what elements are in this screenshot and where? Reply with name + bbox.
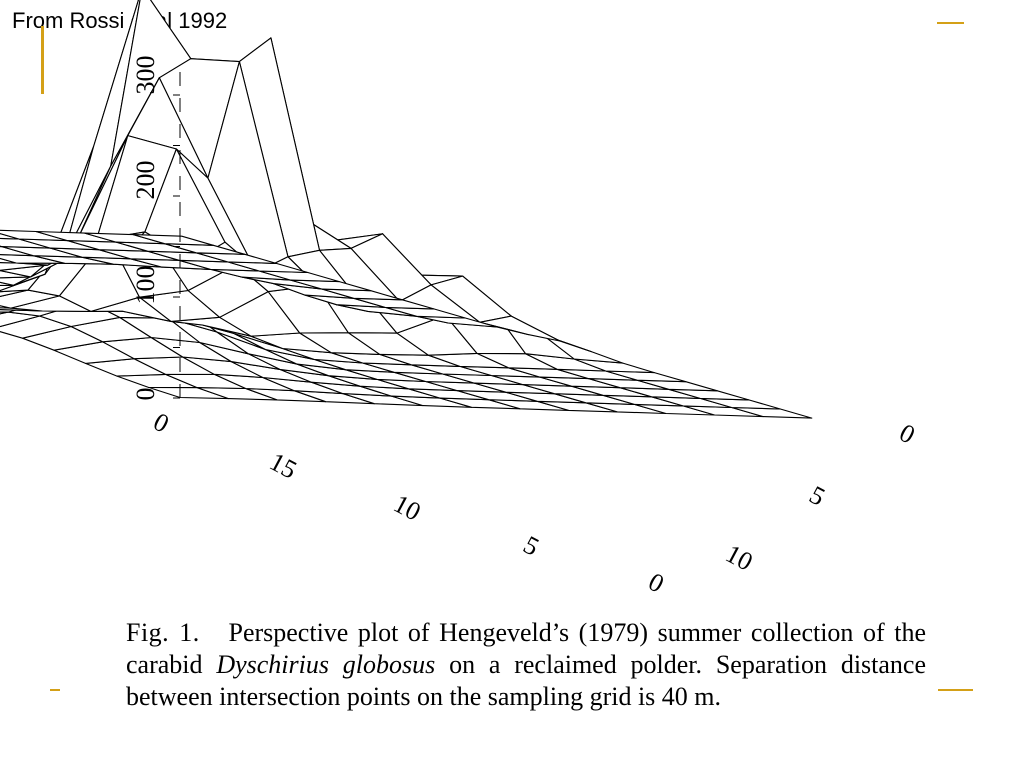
- figure-caption: Fig. 1. Perspective plot of Hengeveld’s …: [126, 617, 926, 713]
- species-name: Dyschirius globosus: [216, 650, 436, 679]
- decorative-bottom-left-bar: [50, 689, 60, 691]
- y-tick-label: 5: [805, 480, 830, 512]
- decorative-top-right-bar: [937, 22, 964, 24]
- z-tick-label: 0: [131, 388, 160, 401]
- x-tick-label: 5: [519, 530, 544, 562]
- z-tick-label: 200: [131, 161, 160, 200]
- y-tick-label: 0: [895, 418, 920, 450]
- z-tick-label: 100: [131, 266, 160, 305]
- perspective-surface-plot: 0 100 200 300 0 15 10 5 0 0 5 10: [0, 0, 920, 599]
- y-tick-label: 10: [721, 539, 758, 577]
- z-axis: [173, 62, 181, 399]
- surface-mesh: [0, 0, 813, 419]
- decorative-vertical-bar: [41, 26, 44, 94]
- z-tick-label: 300: [131, 56, 160, 95]
- surface-cell: [132, 234, 214, 246]
- x-tick-label: 0: [644, 567, 669, 599]
- source-note: From Rossi et al 1992: [12, 8, 228, 33]
- x-tick-label: 15: [265, 447, 302, 485]
- caption-text-start: Perspective plot of Hengeveld’s (1979) s…: [126, 618, 926, 679]
- decorative-bottom-right-bar: [938, 689, 973, 691]
- caption-text-end: on a reclaimed polder. Separation distan…: [126, 650, 927, 711]
- x-tick-label: 0: [149, 407, 174, 439]
- figure-label: Fig. 1.: [126, 618, 200, 647]
- x-tick-label: 10: [389, 489, 426, 527]
